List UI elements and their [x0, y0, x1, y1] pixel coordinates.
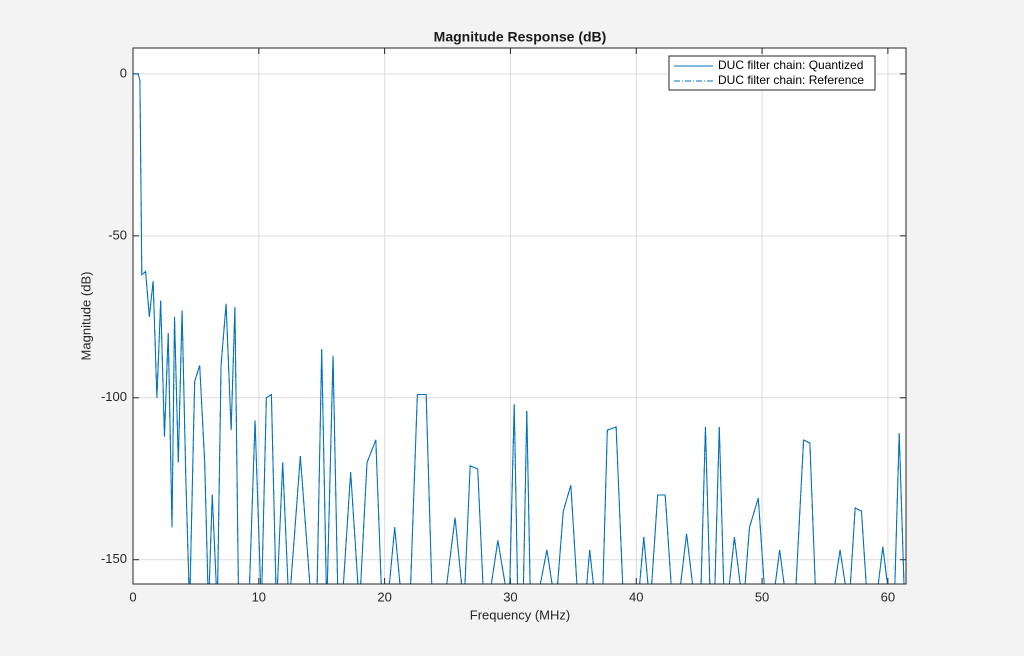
x-axis-label: Frequency (MHz) [470, 607, 570, 622]
x-tick-label: 50 [755, 589, 769, 604]
series-line [133, 73, 905, 584]
y-tick-label: -100 [101, 389, 127, 404]
x-tick-label: 20 [377, 589, 391, 604]
axes-box [132, 47, 907, 585]
y-axis-label: Magnitude (dB) [78, 272, 93, 361]
x-tick-label: 0 [129, 589, 136, 604]
x-tick-label: 40 [629, 589, 643, 604]
legend-label: DUC filter chain: Reference [718, 73, 864, 87]
x-tick-label: 60 [881, 589, 895, 604]
plot-area [133, 48, 906, 584]
y-tick-label: -50 [108, 227, 127, 242]
legend-box [668, 55, 876, 91]
legend-label: DUC filter chain: Quantized [718, 58, 863, 72]
chart-title: Magnitude Response (dB) [434, 29, 607, 45]
x-tick-label: 10 [252, 589, 266, 604]
y-tick-label: 0 [120, 65, 127, 80]
y-tick-label: -150 [101, 551, 127, 566]
x-tick-label: 30 [503, 589, 517, 604]
